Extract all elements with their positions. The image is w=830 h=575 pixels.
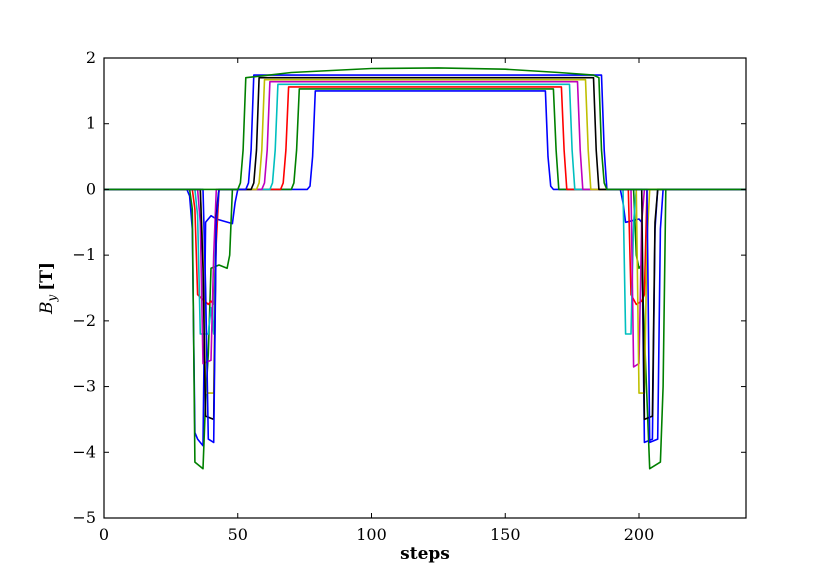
y-tick-label: 0 — [86, 179, 96, 198]
series-line-8 — [104, 74, 746, 444]
y-tick-label: −1 — [72, 245, 96, 264]
x-tick-label: 0 — [99, 525, 109, 544]
series-line-2 — [104, 88, 746, 470]
y-axis-label: By[T] — [37, 262, 59, 315]
y-tick-label: −3 — [72, 377, 96, 396]
series-lines — [104, 67, 746, 470]
y-tick-label: −5 — [72, 508, 96, 527]
plot-frame — [103, 57, 747, 519]
y-tick-label: 2 — [86, 48, 96, 67]
x-axis-label: steps — [400, 544, 450, 564]
y-tick-label: −4 — [72, 442, 96, 461]
x-tick-label: 50 — [228, 525, 248, 544]
ticks: 0 50 100 150 200 2 1 0 −1 −2 −3 −4 −5 — [72, 48, 746, 544]
y-tick-label: 1 — [86, 114, 96, 133]
x-tick-label: 100 — [356, 525, 387, 544]
x-tick-label: 200 — [624, 525, 655, 544]
series-line-7 — [104, 76, 746, 421]
series-line-9 — [104, 67, 746, 191]
x-tick-label: 150 — [490, 525, 521, 544]
y-tick-label: −2 — [72, 311, 96, 330]
